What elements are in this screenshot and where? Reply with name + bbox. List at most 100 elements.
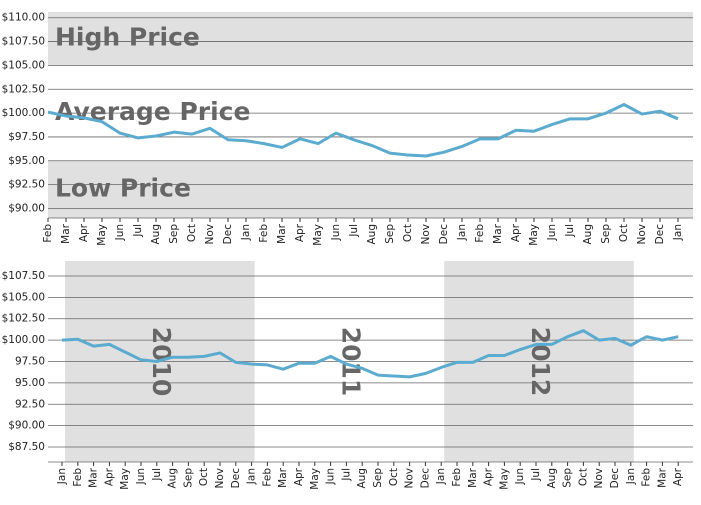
x-tick-label: Feb (42, 224, 54, 243)
y-tick-label: $87.50 (8, 441, 45, 453)
x-tick-label: Jan (456, 224, 468, 241)
x-tick-label: Apr (78, 223, 90, 242)
x-tick-label: Feb (474, 224, 486, 243)
x-tick-label: Feb (641, 468, 653, 487)
x-tick-label: Jun (514, 468, 526, 485)
y-tick-label: $107.50 (2, 36, 45, 48)
x-tick-label: Jan (435, 468, 447, 485)
x-tick-label: Jan (56, 468, 68, 485)
y-tick-label: $97.50 (8, 131, 45, 143)
x-tick-label: Jan (672, 224, 684, 241)
y-tick-label: $102.50 (2, 83, 45, 95)
y-band (48, 12, 693, 66)
x-tick-label: Apr (293, 467, 305, 486)
x-tick-label: Feb (258, 224, 270, 243)
x-tick-label: Jan (240, 224, 252, 241)
x-tick-label: Aug (356, 468, 368, 489)
x-tick-label: Jul (151, 468, 163, 482)
y-tick-label: $102.50 (2, 313, 45, 325)
x-tick-label: Jul (340, 468, 352, 482)
x-tick-label: Nov (204, 224, 216, 245)
x-tick-label: Jul (132, 224, 144, 238)
x-tick-label: Apr (672, 467, 684, 486)
x-tick-label: Feb (451, 468, 463, 487)
x-tick-label: Jun (330, 224, 342, 241)
x-tick-label: Aug (546, 468, 558, 489)
x-tick-label: Jan (625, 468, 637, 485)
y-tick-label: 97.50 (15, 356, 45, 368)
x-tick-label: Mar (88, 467, 100, 487)
x-tick-label: Feb (261, 468, 273, 487)
y-tick-label: 95.00 (15, 377, 45, 389)
y-tick-label: 92.50 (15, 398, 45, 410)
x-tick-label: May (312, 224, 324, 246)
x-tick-label: Apr (510, 223, 522, 242)
x-tick-label: May (498, 468, 510, 490)
band-label: Low Price (55, 173, 191, 202)
x-tick-label: Sep (562, 468, 574, 488)
x-tick-label: Jun (114, 224, 126, 241)
x-tick-label: Aug (150, 224, 162, 245)
price-line (47, 103, 679, 158)
x-tick-label: Oct (618, 224, 630, 242)
x-tick-label: Oct (198, 468, 210, 486)
x-tick-label: Sep (168, 224, 180, 244)
x-tick-label: Mar (276, 223, 288, 243)
x-tick-label: Mar (60, 223, 72, 243)
y-tick-label: $105.00 (2, 59, 45, 71)
x-tick-label: Nov (636, 224, 648, 245)
x-tick-label: Jun (325, 468, 337, 485)
price-line (61, 329, 679, 379)
x-tick-label: Mar (467, 467, 479, 487)
x-tick-label: Jul (530, 468, 542, 482)
x-tick-label: Dec (222, 224, 234, 245)
x-tick-label: Sep (600, 224, 612, 244)
y-tick-label: $107.50 (2, 270, 45, 282)
x-tick-label: Mar (492, 223, 504, 243)
x-tick-label: Aug (582, 224, 594, 245)
x-tick-label: Dec (654, 224, 666, 245)
x-tick-label: Dec (609, 468, 621, 489)
x-tick-label: Apr (483, 467, 495, 486)
x-tick-label: Apr (103, 467, 115, 486)
x-tick-label: Dec (230, 468, 242, 489)
x-tick-label: Dec (419, 468, 431, 489)
x-tick-label: Jun (546, 224, 558, 241)
x-tick-label: Jul (564, 224, 576, 238)
x-tick-label: Jun (135, 468, 147, 485)
x-tick-label: Sep (384, 224, 396, 244)
y-tick-label: $110.00 (2, 12, 45, 24)
x-tick-label: Nov (404, 468, 416, 489)
band-label: Average Price (55, 97, 250, 126)
x-tick-label: Oct (402, 224, 414, 242)
x-tick-label: Oct (186, 224, 198, 242)
y-tick-label: $92.50 (8, 179, 45, 191)
x-tick-label: Mar (656, 467, 668, 487)
x-tick-label: May (96, 224, 108, 246)
y-tick-label: $95.00 (8, 155, 45, 167)
x-tick-label: Sep (372, 468, 384, 488)
x-tick-label: May (528, 224, 540, 246)
x-tick-label: Aug (366, 224, 378, 245)
x-tick-label: Oct (388, 468, 400, 486)
x-tick-label: May (119, 468, 131, 490)
y-tick-label: $90.00 (8, 420, 45, 432)
x-tick-label: Nov (420, 224, 432, 245)
x-tick-label: May (309, 468, 321, 490)
x-tick-label: Jul (348, 224, 360, 238)
y-tick-label: $100.00 (2, 107, 45, 119)
x-tick-label: Feb (72, 468, 84, 487)
x-tick-label: Jan (246, 468, 258, 485)
band-label: High Price (55, 23, 200, 52)
x-tick-label: Mar (277, 467, 289, 487)
y-tick-label: $90.00 (8, 202, 45, 214)
x-tick-label: Oct (577, 468, 589, 486)
x-tick-label: Apr (294, 223, 306, 242)
y-tick-label: $100.00 (2, 334, 45, 346)
y-tick-label: $105.00 (2, 291, 45, 303)
x-tick-label: Nov (593, 468, 605, 489)
x-tick-label: Dec (438, 224, 450, 245)
x-tick-label: Sep (182, 468, 194, 488)
x-tick-label: Aug (167, 468, 179, 489)
